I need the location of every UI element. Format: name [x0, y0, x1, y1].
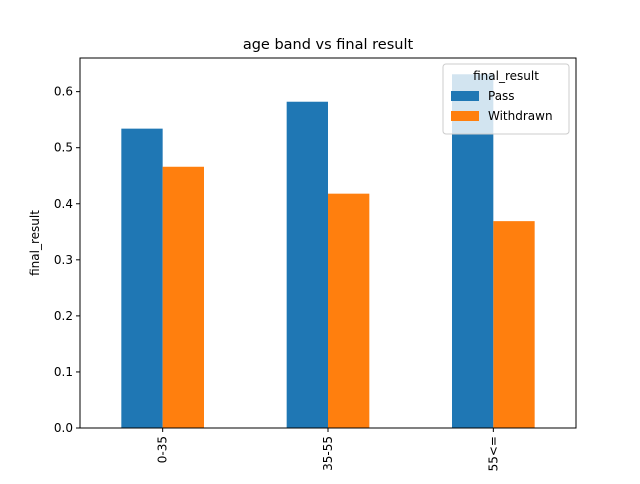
chart-title: age band vs final result — [243, 37, 414, 53]
y-axis-label: final_result — [28, 210, 42, 276]
y-tick-label: 0.5 — [54, 141, 73, 155]
plot-frame — [79, 57, 577, 429]
x-tick-label: 0-35 — [156, 436, 170, 463]
legend-swatch-withdrawn — [451, 111, 479, 121]
legend-title: final_result — [473, 69, 539, 83]
y-axis: 0.0 0.1 0.2 0.3 0.4 0.5 0.6 — [54, 85, 80, 435]
legend-swatch-pass — [451, 91, 479, 101]
bar-pass-0-35 — [121, 128, 163, 428]
legend-label-pass: Pass — [488, 89, 515, 103]
bar-pass-35-55 — [286, 101, 328, 428]
y-tick-label: 0.0 — [54, 421, 73, 435]
y-tick-label: 0.1 — [54, 365, 73, 379]
x-tick-label: 35-55 — [321, 436, 335, 471]
y-tick-label: 0.4 — [54, 197, 73, 211]
bars-layer — [121, 74, 535, 428]
y-tick-label: 0.3 — [54, 253, 73, 267]
bar-withdrawn-55<= — [493, 221, 535, 428]
legend: final_result Pass Withdrawn — [442, 63, 570, 135]
bar-withdrawn-0-35 — [162, 166, 204, 428]
y-tick-label: 0.6 — [54, 85, 73, 99]
legend-label-withdrawn: Withdrawn — [488, 109, 553, 123]
y-tick-label: 0.2 — [54, 309, 73, 323]
bar-withdrawn-35-55 — [328, 193, 370, 428]
x-tick-label: 55<= — [486, 436, 500, 471]
x-axis: 0-35 35-55 55<= — [156, 428, 500, 471]
